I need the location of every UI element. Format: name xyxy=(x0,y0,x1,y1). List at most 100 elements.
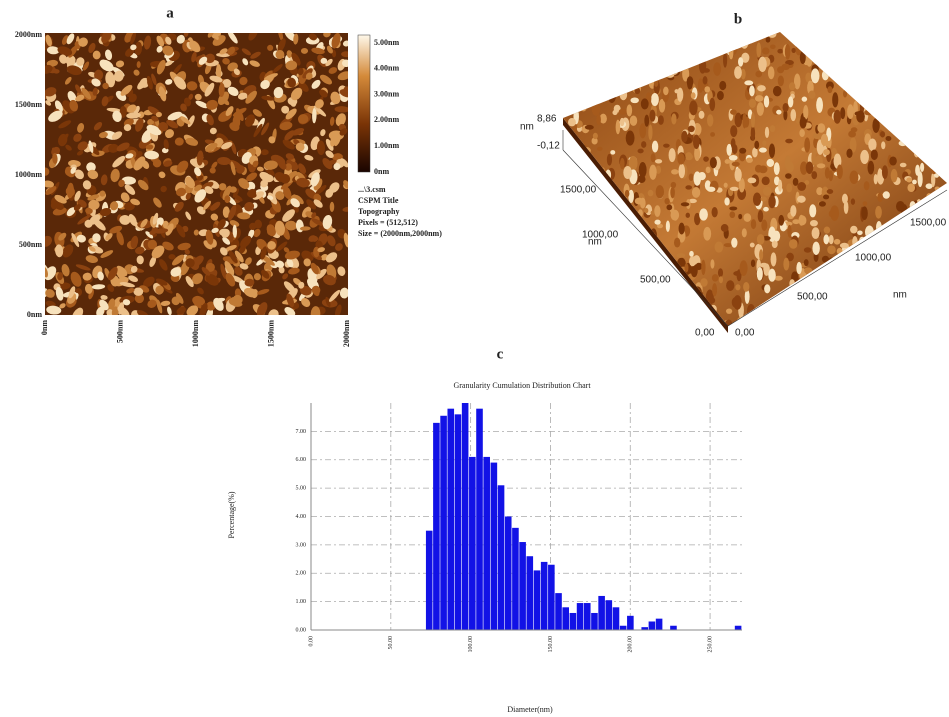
peak xyxy=(873,174,878,185)
peak xyxy=(870,100,879,110)
grain xyxy=(143,35,152,50)
peak xyxy=(920,162,925,172)
grain xyxy=(298,281,305,289)
grain xyxy=(116,265,128,277)
grain xyxy=(322,215,333,230)
grain xyxy=(299,226,311,231)
peak xyxy=(731,161,740,167)
bar xyxy=(454,414,462,630)
grain xyxy=(176,34,185,44)
peak xyxy=(773,230,781,242)
grain xyxy=(152,212,159,225)
peak xyxy=(764,126,770,139)
peak xyxy=(628,189,634,203)
peak xyxy=(756,102,764,116)
peak xyxy=(937,57,945,68)
grain xyxy=(325,150,334,159)
peak xyxy=(564,164,571,180)
grain xyxy=(176,224,186,238)
peak xyxy=(906,106,914,118)
peak xyxy=(778,214,785,226)
peak xyxy=(850,289,857,298)
peak xyxy=(563,311,566,323)
grain xyxy=(334,106,348,113)
grain xyxy=(87,194,100,201)
grain xyxy=(284,163,292,171)
grain xyxy=(120,84,133,96)
grain xyxy=(210,201,221,211)
bar xyxy=(519,542,526,630)
grain xyxy=(105,71,116,88)
bar xyxy=(504,516,512,630)
grain xyxy=(66,182,74,199)
peak xyxy=(793,73,801,90)
peak xyxy=(934,309,944,322)
peak xyxy=(563,32,572,44)
peak xyxy=(622,37,632,47)
peak xyxy=(746,157,753,163)
peak xyxy=(671,113,677,125)
grain xyxy=(268,136,276,144)
peak xyxy=(658,99,666,113)
peak xyxy=(926,193,932,200)
bar xyxy=(483,456,490,630)
grain xyxy=(261,95,275,101)
grain xyxy=(282,273,289,280)
peak xyxy=(930,141,935,147)
grain xyxy=(165,78,173,85)
peak xyxy=(799,129,805,137)
peak xyxy=(622,261,631,277)
grain xyxy=(78,37,88,47)
peak xyxy=(619,117,625,127)
grain xyxy=(276,241,288,252)
grain xyxy=(186,305,199,315)
grain xyxy=(331,33,341,49)
peak xyxy=(757,209,764,223)
peak xyxy=(663,143,670,148)
peak xyxy=(945,237,947,246)
grain xyxy=(197,287,204,295)
grain xyxy=(57,46,73,56)
grain xyxy=(107,298,116,311)
peak xyxy=(902,110,912,123)
grain xyxy=(263,73,278,81)
peak xyxy=(917,37,925,44)
grain xyxy=(298,163,307,174)
peak xyxy=(644,296,650,306)
peak xyxy=(688,173,694,182)
grain xyxy=(62,244,74,258)
peak xyxy=(935,115,942,125)
grain xyxy=(185,176,195,189)
peak xyxy=(892,261,898,270)
grain xyxy=(107,284,115,292)
peak xyxy=(828,234,834,245)
grain xyxy=(134,41,143,56)
grain xyxy=(194,184,203,192)
peak xyxy=(863,277,871,292)
peak xyxy=(768,143,776,159)
image-info: Topography xyxy=(358,207,400,216)
peak xyxy=(915,289,923,298)
grain xyxy=(160,300,171,306)
grain xyxy=(116,231,124,246)
peak xyxy=(620,290,629,299)
peak xyxy=(612,196,619,210)
grain xyxy=(224,244,237,252)
peak xyxy=(837,272,847,278)
peak xyxy=(579,259,584,270)
bar xyxy=(533,570,541,630)
grain xyxy=(92,233,101,243)
peak xyxy=(909,280,918,286)
peak xyxy=(863,181,870,191)
grain xyxy=(286,50,293,59)
peak xyxy=(689,100,698,116)
peak xyxy=(792,177,799,186)
peak xyxy=(572,262,578,278)
peak xyxy=(640,249,649,256)
peak xyxy=(867,160,875,175)
grain xyxy=(267,241,276,250)
peak xyxy=(633,247,638,256)
grain xyxy=(146,124,162,136)
grain xyxy=(65,144,72,151)
grain xyxy=(245,114,255,127)
